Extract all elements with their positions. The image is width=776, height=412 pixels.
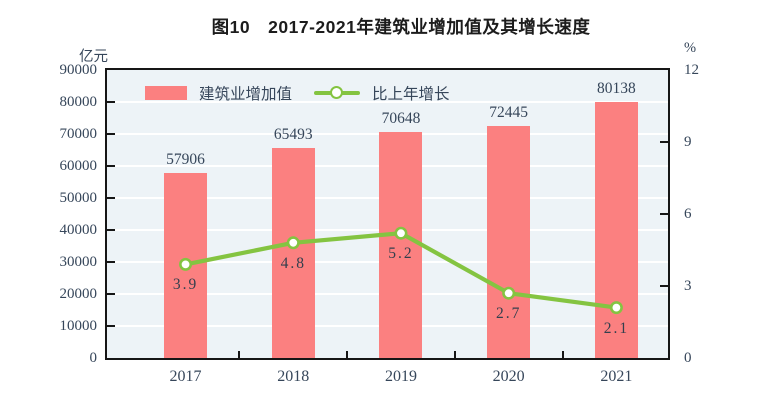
line-marker (286, 236, 300, 250)
line-marker (502, 286, 516, 300)
bar-2020 (487, 126, 531, 358)
left-axis-tick-label: 10000 (59, 318, 98, 334)
right-axis-tick-label: 3 (684, 278, 692, 294)
x-axis-tick (346, 351, 349, 358)
left-axis-tick-label: 40000 (59, 222, 98, 238)
right-axis-tick-label: 6 (684, 206, 692, 222)
legend-line-label: 比上年增长 (372, 86, 450, 103)
bar-2019 (379, 131, 423, 358)
right-axis-tick (660, 285, 668, 287)
left-axis-tick (107, 261, 115, 263)
legend: 建筑业增加值 比上年增长 (145, 82, 450, 104)
right-axis-tick (660, 213, 668, 215)
left-axis-tick-label: 90000 (59, 62, 98, 78)
bar-value-label: 65493 (273, 126, 313, 144)
right-axis-unit-label: % (684, 40, 697, 56)
gridline (107, 101, 668, 103)
right-axis-tick-label: 0 (684, 350, 692, 366)
left-axis-tick (107, 197, 115, 199)
left-axis-tick-label: 70000 (59, 126, 98, 142)
bar-value-label: 80138 (597, 79, 636, 97)
x-axis-tick (561, 351, 564, 358)
x-axis-label: 2019 (384, 368, 417, 385)
left-axis-unit-label: 亿元 (79, 49, 108, 65)
chart-title: 图10 2017-2021年建筑业增加值及其增长速度 (211, 17, 591, 37)
left-axis-tick (107, 229, 115, 231)
left-axis-tick-label: 30000 (59, 254, 98, 270)
left-axis-tick (107, 293, 115, 295)
growth-value-label: 2.1 (603, 319, 630, 337)
line-marker (394, 226, 408, 240)
growth-value-label: 5.2 (388, 245, 414, 263)
left-axis-tick-label: 20000 (59, 286, 98, 302)
x-axis-label: 2020 (492, 368, 525, 385)
bar-value-label: 57906 (166, 150, 205, 168)
left-axis-tick-label: 80000 (59, 94, 98, 110)
x-axis-label: 2017 (169, 368, 202, 385)
left-axis-tick-label: 60000 (59, 158, 98, 174)
plot-area: 建筑业增加值 比上年增长 (105, 68, 670, 360)
line-marker (179, 257, 193, 271)
left-axis-tick-label: 0 (89, 350, 98, 366)
bar-value-label: 70648 (381, 109, 421, 127)
right-axis-tick-label: 12 (684, 62, 699, 78)
x-axis-label: 2021 (600, 368, 633, 385)
legend-line-marker-icon (314, 86, 361, 101)
x-axis-label: 2018 (277, 368, 310, 385)
x-axis-tick (453, 351, 456, 358)
left-axis-tick (107, 133, 115, 135)
right-axis-tick (660, 141, 668, 143)
legend-bar-label: 建筑业增加值 (199, 86, 293, 103)
growth-value-label: 3.9 (172, 276, 199, 294)
left-axis-tick (107, 101, 115, 103)
right-axis-tick-label: 9 (684, 134, 692, 150)
left-axis-tick (107, 165, 115, 167)
legend-line-dot (330, 86, 344, 99)
left-axis-tick (107, 325, 115, 327)
x-axis-tick (238, 351, 241, 358)
bar-2018 (271, 148, 315, 358)
growth-value-label: 2.7 (495, 305, 522, 323)
bar-2021 (594, 101, 638, 358)
growth-value-label: 4.8 (280, 254, 306, 272)
left-axis-tick-label: 50000 (59, 190, 98, 206)
legend-bar-swatch (145, 86, 187, 100)
bar-value-label: 72445 (489, 104, 529, 122)
line-marker (609, 301, 623, 315)
growth-line-series (179, 226, 623, 315)
